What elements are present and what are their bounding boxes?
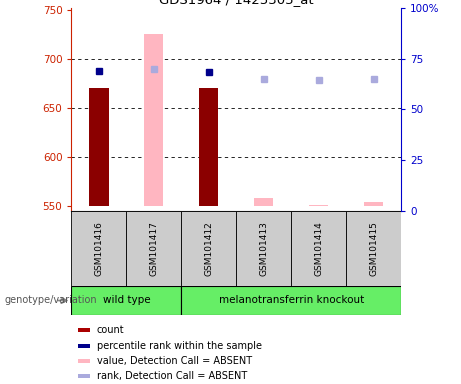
Bar: [78, 374, 90, 378]
Text: rank, Detection Call = ABSENT: rank, Detection Call = ABSENT: [96, 371, 247, 381]
Text: melanotransferrin knockout: melanotransferrin knockout: [219, 295, 364, 306]
Bar: [126, 211, 181, 286]
Bar: [309, 205, 328, 206]
Title: GDS1964 / 1425305_at: GDS1964 / 1425305_at: [159, 0, 313, 7]
Bar: [181, 211, 236, 286]
Text: GSM101414: GSM101414: [314, 221, 323, 276]
Text: percentile rank within the sample: percentile rank within the sample: [96, 341, 261, 351]
Text: GSM101416: GSM101416: [95, 221, 103, 276]
Text: GSM101413: GSM101413: [259, 221, 268, 276]
Bar: [71, 286, 181, 315]
Bar: [144, 34, 164, 206]
Text: count: count: [96, 325, 124, 335]
Text: GSM101415: GSM101415: [369, 221, 378, 276]
Bar: [89, 88, 108, 206]
Bar: [291, 211, 346, 286]
Text: value, Detection Call = ABSENT: value, Detection Call = ABSENT: [96, 356, 252, 366]
Bar: [78, 344, 90, 348]
Bar: [364, 202, 383, 206]
Bar: [181, 286, 401, 315]
Text: GSM101412: GSM101412: [204, 221, 213, 276]
Text: GSM101417: GSM101417: [149, 221, 159, 276]
Bar: [78, 359, 90, 363]
Bar: [254, 199, 273, 206]
Text: wild type: wild type: [103, 295, 150, 306]
Bar: [346, 211, 401, 286]
Bar: [78, 328, 90, 332]
Bar: [236, 211, 291, 286]
Text: genotype/variation: genotype/variation: [5, 295, 97, 306]
Bar: [71, 211, 126, 286]
Bar: [199, 88, 219, 206]
